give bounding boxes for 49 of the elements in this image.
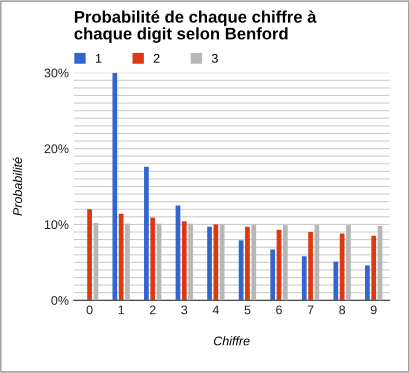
bar bbox=[94, 222, 98, 300]
x-tick-label: 5 bbox=[244, 306, 250, 314]
y-tick-label: 20% bbox=[44, 144, 68, 154]
bar bbox=[156, 224, 162, 300]
bar bbox=[220, 224, 225, 300]
legend-label: 2 bbox=[154, 54, 160, 63]
bar bbox=[150, 218, 156, 300]
bar bbox=[378, 226, 382, 300]
x-tick-label: 1 bbox=[118, 306, 124, 314]
bar bbox=[144, 166, 149, 300]
bar bbox=[333, 262, 338, 300]
x-tick-label: 6 bbox=[276, 305, 282, 314]
bar bbox=[346, 225, 351, 300]
legend-label: 1 bbox=[96, 54, 102, 63]
bar bbox=[251, 224, 256, 300]
bar bbox=[176, 205, 180, 300]
bar bbox=[188, 224, 193, 300]
x-tick-label: 3 bbox=[181, 305, 188, 314]
bar bbox=[207, 226, 212, 300]
bar bbox=[112, 72, 118, 300]
x-tick-label: 4 bbox=[212, 306, 219, 314]
x-tick-label: 7 bbox=[308, 306, 314, 314]
y-tick-label: 10% bbox=[44, 220, 68, 230]
bar bbox=[245, 226, 250, 300]
bar bbox=[340, 234, 345, 300]
y-axis-title: Probabilité bbox=[12, 157, 22, 216]
bar bbox=[182, 221, 187, 300]
chart-title: Probabilité de chaque chiffre à chaque digit selon Benford bbox=[74, 10, 316, 43]
x-axis-title: Chiffre bbox=[214, 336, 250, 346]
y-tick-label: 0% bbox=[51, 296, 68, 305]
legend-label: 3 bbox=[212, 54, 218, 63]
y-tick-label: 30% bbox=[44, 68, 68, 78]
bar bbox=[118, 214, 124, 300]
x-tick-label: 2 bbox=[150, 305, 156, 314]
bar bbox=[365, 265, 370, 300]
bar bbox=[302, 256, 307, 300]
bar bbox=[87, 209, 92, 300]
bar bbox=[238, 240, 244, 300]
bar bbox=[213, 224, 218, 300]
x-tick-label: 8 bbox=[339, 305, 346, 314]
bar bbox=[282, 225, 288, 300]
x-tick-label: 9 bbox=[370, 305, 377, 314]
bar bbox=[125, 224, 130, 300]
bar bbox=[308, 232, 313, 300]
bar bbox=[314, 225, 320, 300]
bar bbox=[270, 249, 276, 300]
x-tick-label: 0 bbox=[86, 305, 93, 314]
bar bbox=[276, 230, 282, 300]
bar bbox=[371, 236, 376, 300]
